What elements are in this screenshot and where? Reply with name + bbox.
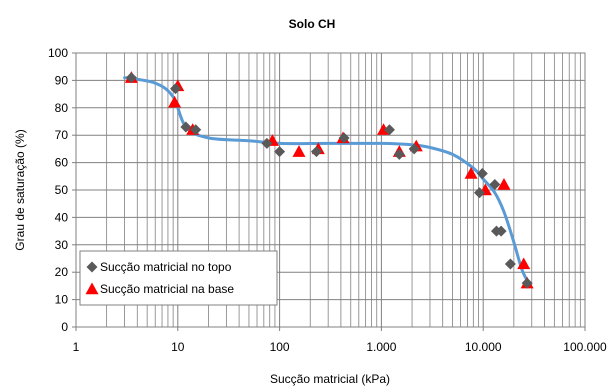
data-point-base — [292, 145, 306, 157]
data-point-base — [497, 178, 511, 190]
data-point-topo — [310, 146, 322, 158]
data-point-topo — [504, 258, 516, 270]
data-point-topo — [261, 137, 273, 149]
y-tick-label: 50 — [55, 183, 69, 197]
x-tick-label: 100.000 — [563, 340, 607, 354]
x-tick-label: 10.000 — [465, 340, 502, 354]
data-point-topo — [125, 72, 137, 84]
y-axis-label: Grau de saturação (%) — [13, 129, 27, 250]
x-tick-label: 1.000 — [366, 340, 396, 354]
y-tick-label: 70 — [55, 128, 69, 142]
data-point-topo — [180, 121, 192, 133]
data-point-topo — [274, 146, 286, 158]
data-point-topo — [476, 168, 488, 180]
data-point-base — [168, 95, 182, 108]
x-tick-label: 10 — [171, 340, 185, 354]
legend-label: Sucção matricial na base — [100, 282, 234, 296]
legend-triangle-marker — [85, 282, 99, 295]
data-point-base — [464, 167, 478, 179]
y-tick-label: 20 — [55, 265, 69, 279]
data-point-topo — [489, 179, 501, 191]
y-tick-label: 10 — [55, 293, 69, 307]
x-axis-label: Sucção matricial (kPa) — [270, 372, 390, 386]
legend-label: Sucção matricial no topo — [100, 260, 232, 274]
y-tick-label: 0 — [61, 320, 68, 334]
y-tick-label: 80 — [55, 101, 69, 115]
data-point-topo — [495, 225, 507, 237]
legend-diamond-marker — [86, 261, 98, 273]
data-point-topo — [408, 143, 420, 155]
data-points — [124, 71, 534, 289]
data-point-topo — [521, 277, 533, 289]
legend-entries: Sucção matricial no topo Sucção matricial… — [85, 260, 234, 296]
data-point-topo — [338, 132, 350, 144]
legend-box — [79, 250, 278, 306]
x-tick-label: 1 — [73, 340, 80, 354]
data-point-topo — [383, 124, 395, 136]
data-point-base — [517, 257, 531, 270]
x-axis-ticks: 1 10 100 1.000 10.000 100.000 — [73, 327, 607, 354]
legend: Sucção matricial no topo Sucção matricial… — [79, 250, 278, 306]
y-tick-label: 90 — [55, 73, 69, 87]
chart-title: Solo CH — [289, 17, 336, 31]
y-tick-label: 40 — [55, 210, 69, 224]
data-point-topo — [474, 187, 486, 199]
x-tick-label: 100 — [270, 340, 290, 354]
data-point-topo — [393, 148, 405, 160]
data-point-topo — [190, 124, 202, 136]
y-tick-label: 60 — [55, 156, 69, 170]
y-tick-label: 100 — [48, 46, 68, 60]
y-tick-label: 30 — [55, 238, 69, 252]
data-point-topo — [170, 83, 182, 95]
y-axis-ticks: 0 10 20 30 40 50 60 70 80 90 100 — [48, 46, 76, 334]
